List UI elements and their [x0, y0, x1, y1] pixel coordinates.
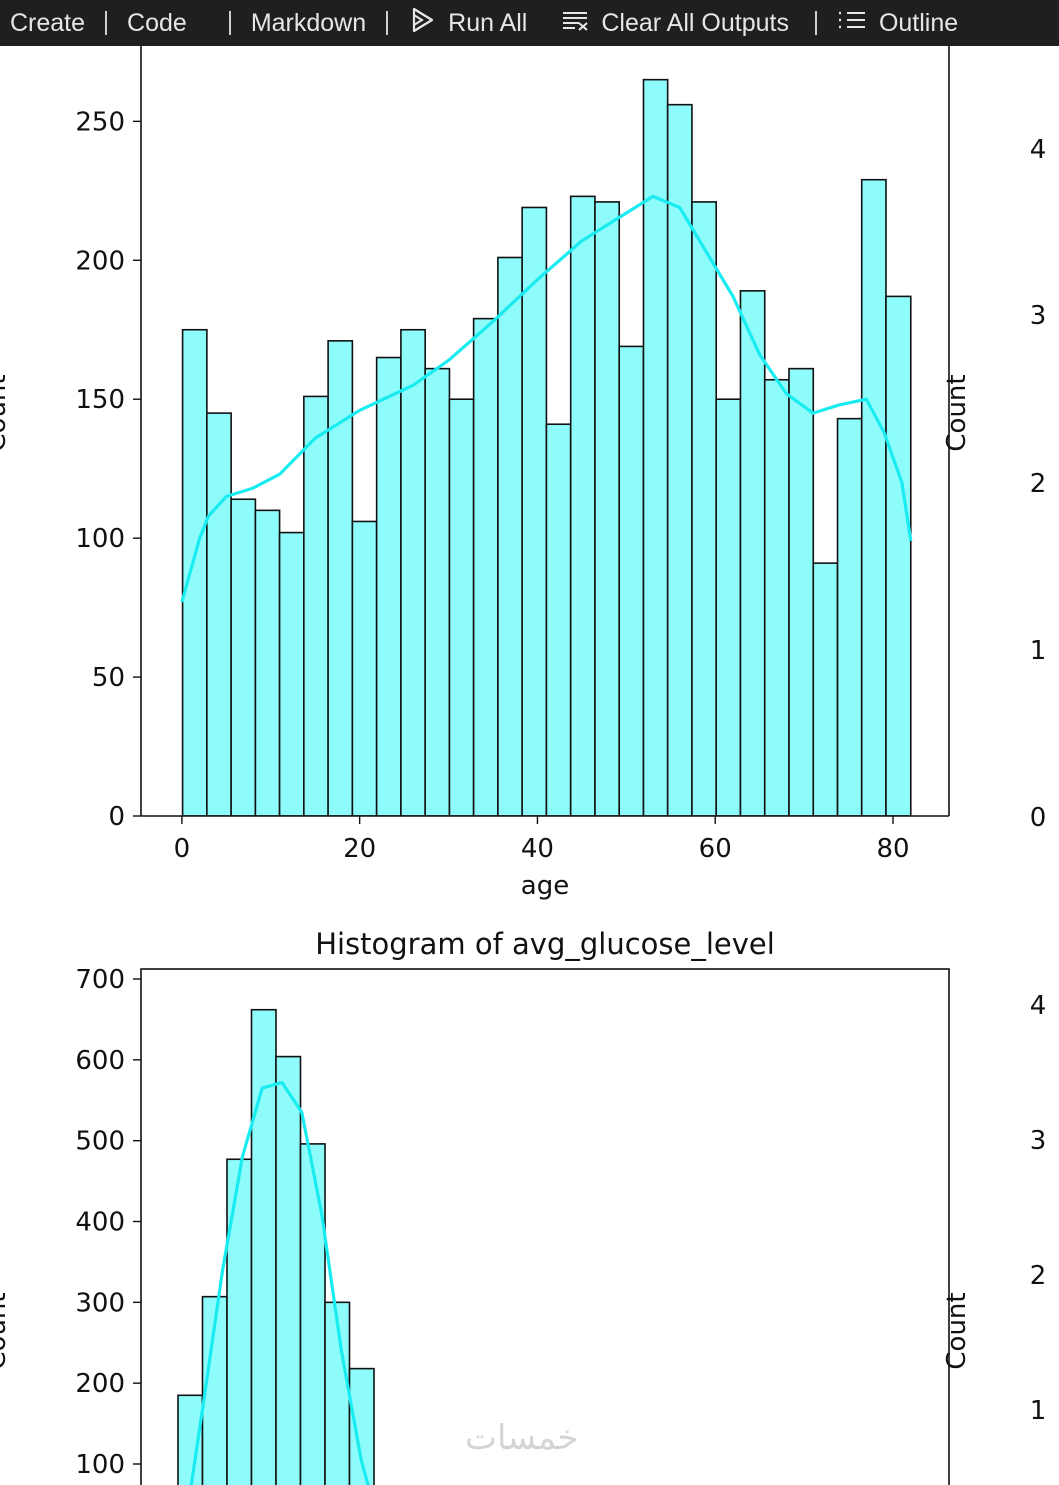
age-histogram-bar	[691, 201, 718, 816]
age-x-tick-label: 40	[521, 834, 554, 864]
glucose-y-tick-label: 500	[75, 1127, 125, 1157]
right-chart-top-y-tick-label: 1	[1030, 636, 1047, 666]
glucose-histogram-bar	[299, 1143, 326, 1485]
run-all-button[interactable]: Run All	[408, 6, 527, 41]
right-chart-top-y-tick-label: 4	[1030, 135, 1047, 165]
age-x-tick-label: 60	[699, 834, 732, 864]
glucose-histogram-bar	[275, 1055, 302, 1485]
run-all-icon	[408, 6, 436, 41]
right-chart-bottom-y-tick-label: 2	[1030, 1261, 1047, 1291]
glucose-histogram-bar	[226, 1158, 253, 1485]
toolbar-separator	[105, 11, 108, 35]
right-chart-bottom-y-tick-label: 4	[1030, 991, 1047, 1021]
age-kde-line	[180, 194, 913, 603]
right-chart-top-y-tick-label: 3	[1030, 301, 1047, 331]
glucose-y-tick-label: 200	[75, 1369, 125, 1399]
age-x-tick-label: 20	[343, 834, 376, 864]
age-y-tick-label: 50	[92, 663, 125, 693]
notebook-toolbar: Create Code Markdown Run All Clear All O…	[0, 0, 1059, 46]
age-histogram-bar	[642, 78, 669, 816]
create-button[interactable]: Create	[10, 8, 86, 37]
glucose-plot-frame	[140, 968, 950, 1485]
right-chart-top-y-tick-label: 0	[1030, 803, 1047, 833]
age-y-tick-label: 150	[75, 385, 125, 415]
age-histogram-bar	[278, 531, 305, 816]
age-histogram-bar	[788, 367, 815, 816]
glucose-y-tick-label: 600	[75, 1046, 125, 1076]
clear-all-outputs-button[interactable]: Clear All Outputs	[561, 8, 789, 39]
age-histogram-bar	[812, 562, 839, 816]
glucose-y-tick-label: 700	[75, 965, 125, 995]
right-chart-bottom-y-tick-label: 1	[1030, 1396, 1047, 1426]
markdown-button[interactable]: Markdown	[250, 8, 367, 37]
age-y-tick-label: 200	[75, 246, 125, 276]
glucose-y-tick-label: 400	[75, 1208, 125, 1238]
glucose-kde-line	[189, 1080, 370, 1485]
age-histogram-bar	[230, 498, 257, 816]
right-chart-bottom-y-axis-label: Count	[942, 1292, 972, 1369]
age-histogram-bar	[594, 201, 621, 816]
age-histogram-bar	[715, 398, 742, 816]
clear-all-outputs-icon	[561, 8, 589, 39]
age-histogram-bar	[400, 328, 426, 816]
clear-all-outputs-label: Clear All Outputs	[601, 8, 789, 37]
age-histogram-bar	[497, 256, 523, 816]
age-histogram-bar	[375, 356, 402, 816]
age-histogram-bar	[860, 178, 887, 816]
glucose-y-axis-label: Count	[0, 1292, 12, 1369]
age-y-tick-label: 250	[75, 107, 125, 137]
age-y-axis-label: Count	[0, 374, 12, 451]
toolbar-separator	[228, 11, 231, 35]
age-x-tick-label: 0	[174, 834, 191, 864]
right-chart-bottom-y-tick-label: 3	[1030, 1126, 1047, 1156]
age-x-tick-label: 80	[876, 834, 909, 864]
age-histogram-bar	[569, 195, 596, 816]
toolbar-separator	[814, 11, 817, 35]
age-y-tick-label: 100	[75, 524, 125, 554]
age-histogram-bar	[836, 417, 863, 816]
glucose-histogram-bar	[250, 1008, 277, 1485]
age-histogram-bar	[206, 412, 232, 816]
age-histogram-bar	[424, 367, 451, 816]
age-y-tick-label: 0	[108, 802, 125, 832]
outline-icon	[837, 8, 867, 39]
age-histogram-bar	[545, 423, 572, 816]
right-chart-top-y-axis-label: Count	[942, 374, 972, 451]
age-histogram-bar	[521, 206, 548, 816]
watermark: خمسات	[465, 1418, 579, 1458]
glucose-chart-title: Histogram of avg_glucose_level	[315, 927, 775, 961]
age-histogram-bar	[618, 345, 645, 816]
toolbar-separator	[386, 11, 389, 35]
age-histogram-bar	[351, 520, 378, 816]
run-all-label: Run All	[448, 8, 528, 37]
outline-button[interactable]: Outline	[837, 8, 958, 39]
age-histogram-bar	[885, 295, 912, 816]
age-histogram-bar	[181, 328, 208, 816]
age-histogram-bar	[327, 340, 354, 816]
age-x-axis-label: age	[521, 871, 569, 901]
age-histogram-bar	[303, 395, 329, 816]
right-chart-top-y-tick-label: 2	[1030, 469, 1047, 499]
outline-label: Outline	[878, 8, 959, 37]
code-button[interactable]: Code	[127, 8, 187, 37]
age-histogram-bar	[472, 317, 499, 816]
age-histogram-bar	[254, 509, 281, 816]
age-histogram-bar	[448, 398, 475, 816]
age-histogram-bar	[739, 290, 766, 816]
glucose-y-tick-label: 300	[75, 1288, 125, 1318]
glucose-y-tick-label: 100	[75, 1450, 125, 1480]
age-histogram-bar	[763, 378, 790, 816]
age-histogram-bar	[666, 103, 693, 816]
